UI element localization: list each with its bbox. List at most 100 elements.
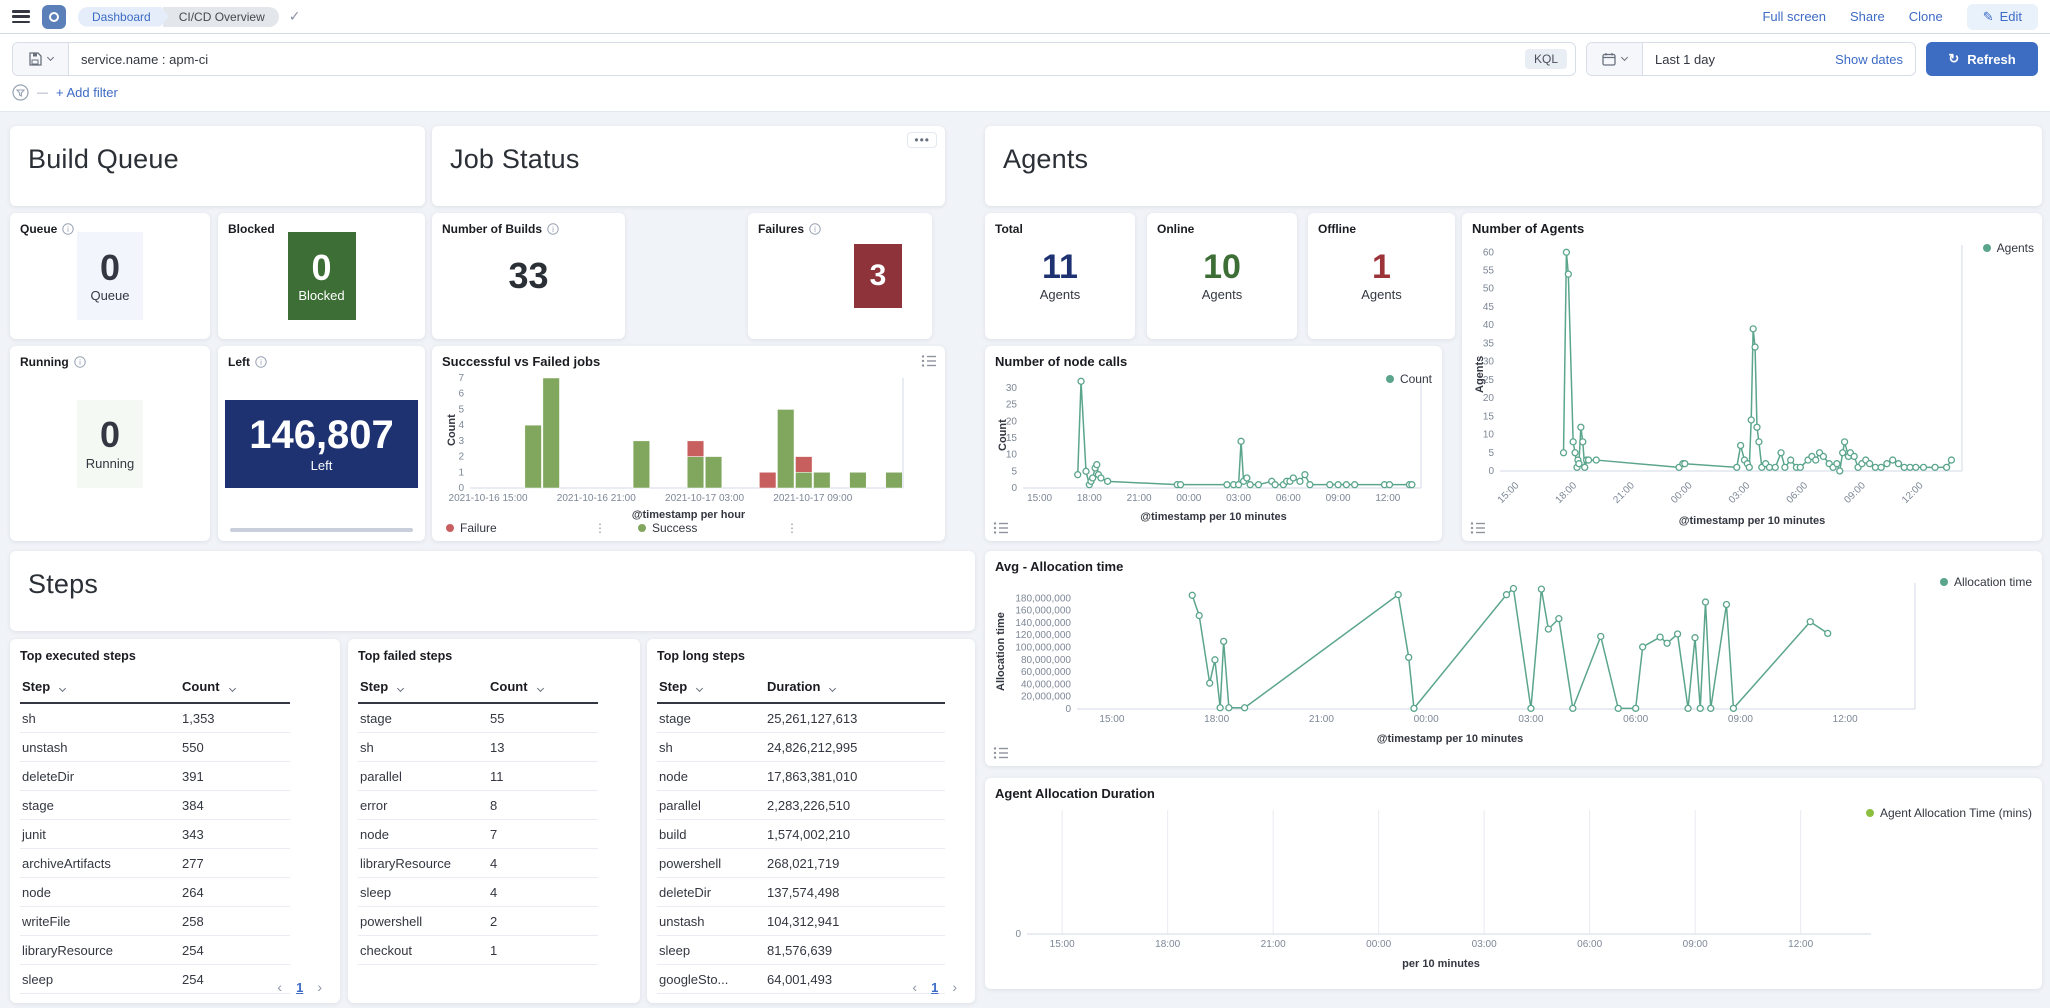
add-filter-link[interactable]: + Add filter <box>56 85 118 100</box>
node-calls-chart-canvas[interactable]: 0 5 10 15 20 25 30 15:00 18:00 21:00 00:00 03:00 06:… <box>993 370 1433 506</box>
panel-options-icon[interactable]: ••• <box>907 132 937 148</box>
page-number[interactable]: 1 <box>931 979 939 995</box>
top-failed-steps-table: Step Count stage 55 sh 13 parallel 11 error 8 node… <box>358 673 598 965</box>
elastic-logo[interactable] <box>42 4 66 29</box>
total-agents-metric: 11 Agents <box>1039 247 1081 303</box>
info-icon[interactable]: i <box>73 356 86 368</box>
column-header-step[interactable]: Step <box>20 673 180 704</box>
agents-chart-canvas[interactable]: 0 5 10 15 20 25 30 35 40 45 50 55 60 15:00 18:00 21:00 0… <box>1470 237 1970 509</box>
breadcrumb-current[interactable]: CI/CD Overview <box>162 6 279 27</box>
date-quick-select-button[interactable] <box>1587 43 1643 75</box>
full-screen-link[interactable]: Full screen <box>1762 9 1827 24</box>
build-queue-header-panel: Build Queue <box>10 126 425 206</box>
save-icon <box>29 52 42 66</box>
jobs-chart-canvas[interactable]: 0 1 2 3 4 5 6 7 2021-10-16 15:00 2021-10-16 21:00… <box>440 370 937 506</box>
horizontal-scrollbar[interactable] <box>230 528 413 532</box>
sort-chevron-icon <box>829 684 837 693</box>
svg-text:15: 15 <box>1006 433 1018 444</box>
page-number[interactable]: 1 <box>296 979 304 995</box>
legend-item-allocation-time[interactable]: Allocation time <box>1939 575 2032 589</box>
prev-page-button[interactable]: ‹ <box>912 979 918 995</box>
info-icon[interactable]: i <box>255 356 267 368</box>
legend-toggle-icon[interactable] <box>993 746 1009 760</box>
failure-legend-dot <box>446 524 454 532</box>
duration-chart-title: Agent Allocation Duration <box>995 786 1155 801</box>
chevron-down-icon <box>46 53 55 62</box>
job-status-title: Job Status <box>450 144 580 174</box>
pencil-icon: ✎ <box>1982 8 1994 24</box>
svg-text:15:00: 15:00 <box>1050 939 1075 950</box>
column-header-count[interactable]: Count <box>488 673 598 704</box>
table-row: sh 13 <box>358 732 598 762</box>
svg-text:2: 2 <box>458 452 464 463</box>
column-header-step[interactable]: Step <box>358 673 488 704</box>
info-icon[interactable]: i <box>809 223 821 235</box>
svg-text:5: 5 <box>458 404 464 415</box>
prev-page-button[interactable]: ‹ <box>277 979 283 995</box>
legend-actions-icon[interactable]: ⋮ <box>786 521 798 535</box>
svg-text:1: 1 <box>458 467 464 478</box>
legend-toggle-icon[interactable] <box>1470 521 1486 535</box>
allocation-legend-dot <box>1939 578 1948 586</box>
column-header-step[interactable]: Step <box>657 673 765 704</box>
legend-actions-icon[interactable]: ⋮ <box>594 521 606 535</box>
next-page-button[interactable]: › <box>952 979 957 995</box>
saved-check-icon: ✓ <box>288 8 301 24</box>
svg-text:120,000,000: 120,000,000 <box>1015 630 1071 641</box>
steps-title: Steps <box>28 569 99 599</box>
column-header-duration[interactable]: Duration <box>765 673 945 704</box>
query-language-badge[interactable]: KQL <box>1524 49 1567 69</box>
allocation-chart-title: Avg - Allocation time <box>995 559 1124 574</box>
svg-text:03:00: 03:00 <box>1727 480 1753 506</box>
duration-chart-canvas[interactable]: 0 15:00 18:00 21:00 00:00 03:00 06:00 09:00 12:0… <box>1001 804 1881 952</box>
top-long-steps-panel: Top long steps Step Duration stage 25,261,1… <box>647 639 975 1003</box>
job-status-header-panel: Job Status ••• <box>432 126 945 206</box>
show-dates-link[interactable]: Show dates <box>1835 51 1903 67</box>
top-nav: Dashboard CI/CD Overview ✓ Full screen S… <box>0 0 2050 34</box>
legend-toggle-icon[interactable] <box>921 354 937 368</box>
queue-metric-panel: Queue i 0 Queue <box>10 213 210 339</box>
legend-item-failure[interactable]: Failure ⋮ <box>446 521 606 535</box>
top-long-steps-table: Step Duration stage 25,261,127,613 sh 24,826,… <box>657 673 945 994</box>
next-page-button[interactable]: › <box>317 979 322 995</box>
sort-chevron-icon <box>397 684 405 693</box>
table-row: sleep 254 <box>20 964 290 994</box>
jobs-chart-title: Successful vs Failed jobs <box>442 354 601 369</box>
query-input[interactable] <box>69 51 1525 67</box>
blocked-metric-panel: Blocked 0 Blocked <box>218 213 425 339</box>
table-row: unstash 104,312,941 <box>657 906 945 936</box>
svg-text:20: 20 <box>1483 393 1495 404</box>
offline-agents-metric: 1 Agents <box>1361 247 1402 303</box>
svg-text:20,000,000: 20,000,000 <box>1021 692 1071 703</box>
menu-icon[interactable] <box>12 10 30 23</box>
legend-item-agents[interactable]: Agents <box>1982 241 2034 255</box>
legend-item-success[interactable]: Success ⋮ <box>638 521 798 535</box>
info-icon[interactable]: i <box>547 223 559 235</box>
edit-button[interactable]: ✎ Edit <box>1966 3 2038 30</box>
agents-chart-title: Number of Agents <box>1472 221 1585 236</box>
saved-query-menu-button[interactable] <box>13 43 69 75</box>
legend-item-count[interactable]: Count <box>1385 372 1432 386</box>
table-row: junit 343 <box>20 819 290 849</box>
svg-text:5: 5 <box>1488 448 1494 459</box>
svg-text:00:00: 00:00 <box>1669 480 1695 506</box>
breadcrumb-dashboard[interactable]: Dashboard <box>78 7 169 27</box>
count-legend-dot <box>1385 375 1394 383</box>
build-queue-title: Build Queue <box>28 144 179 174</box>
svg-text:80,000,000: 80,000,000 <box>1021 655 1071 666</box>
column-header-count[interactable]: Count <box>180 673 290 704</box>
date-range-value[interactable]: Last 1 day <box>1655 51 1715 67</box>
queue-metric: 0 Queue <box>77 232 143 320</box>
legend-item-agent-allocation-time[interactable]: Agent Allocation Time (mins) <box>1865 806 2032 820</box>
info-icon[interactable]: i <box>62 223 75 235</box>
legend-toggle-icon[interactable] <box>993 521 1009 535</box>
refresh-button[interactable]: ↻ Refresh <box>1926 42 2038 76</box>
allocation-chart-canvas[interactable]: 020,000,000 40,000,00060,000,00080,000,00… <box>993 575 1923 727</box>
svg-text:0: 0 <box>1488 466 1494 477</box>
svg-text:0: 0 <box>1011 483 1017 494</box>
svg-text:09:00: 09:00 <box>1683 939 1708 950</box>
clone-link[interactable]: Clone <box>1908 9 1943 24</box>
svg-text:55: 55 <box>1483 266 1495 277</box>
svg-text:15: 15 <box>1483 411 1495 422</box>
share-link[interactable]: Share <box>1850 9 1885 24</box>
